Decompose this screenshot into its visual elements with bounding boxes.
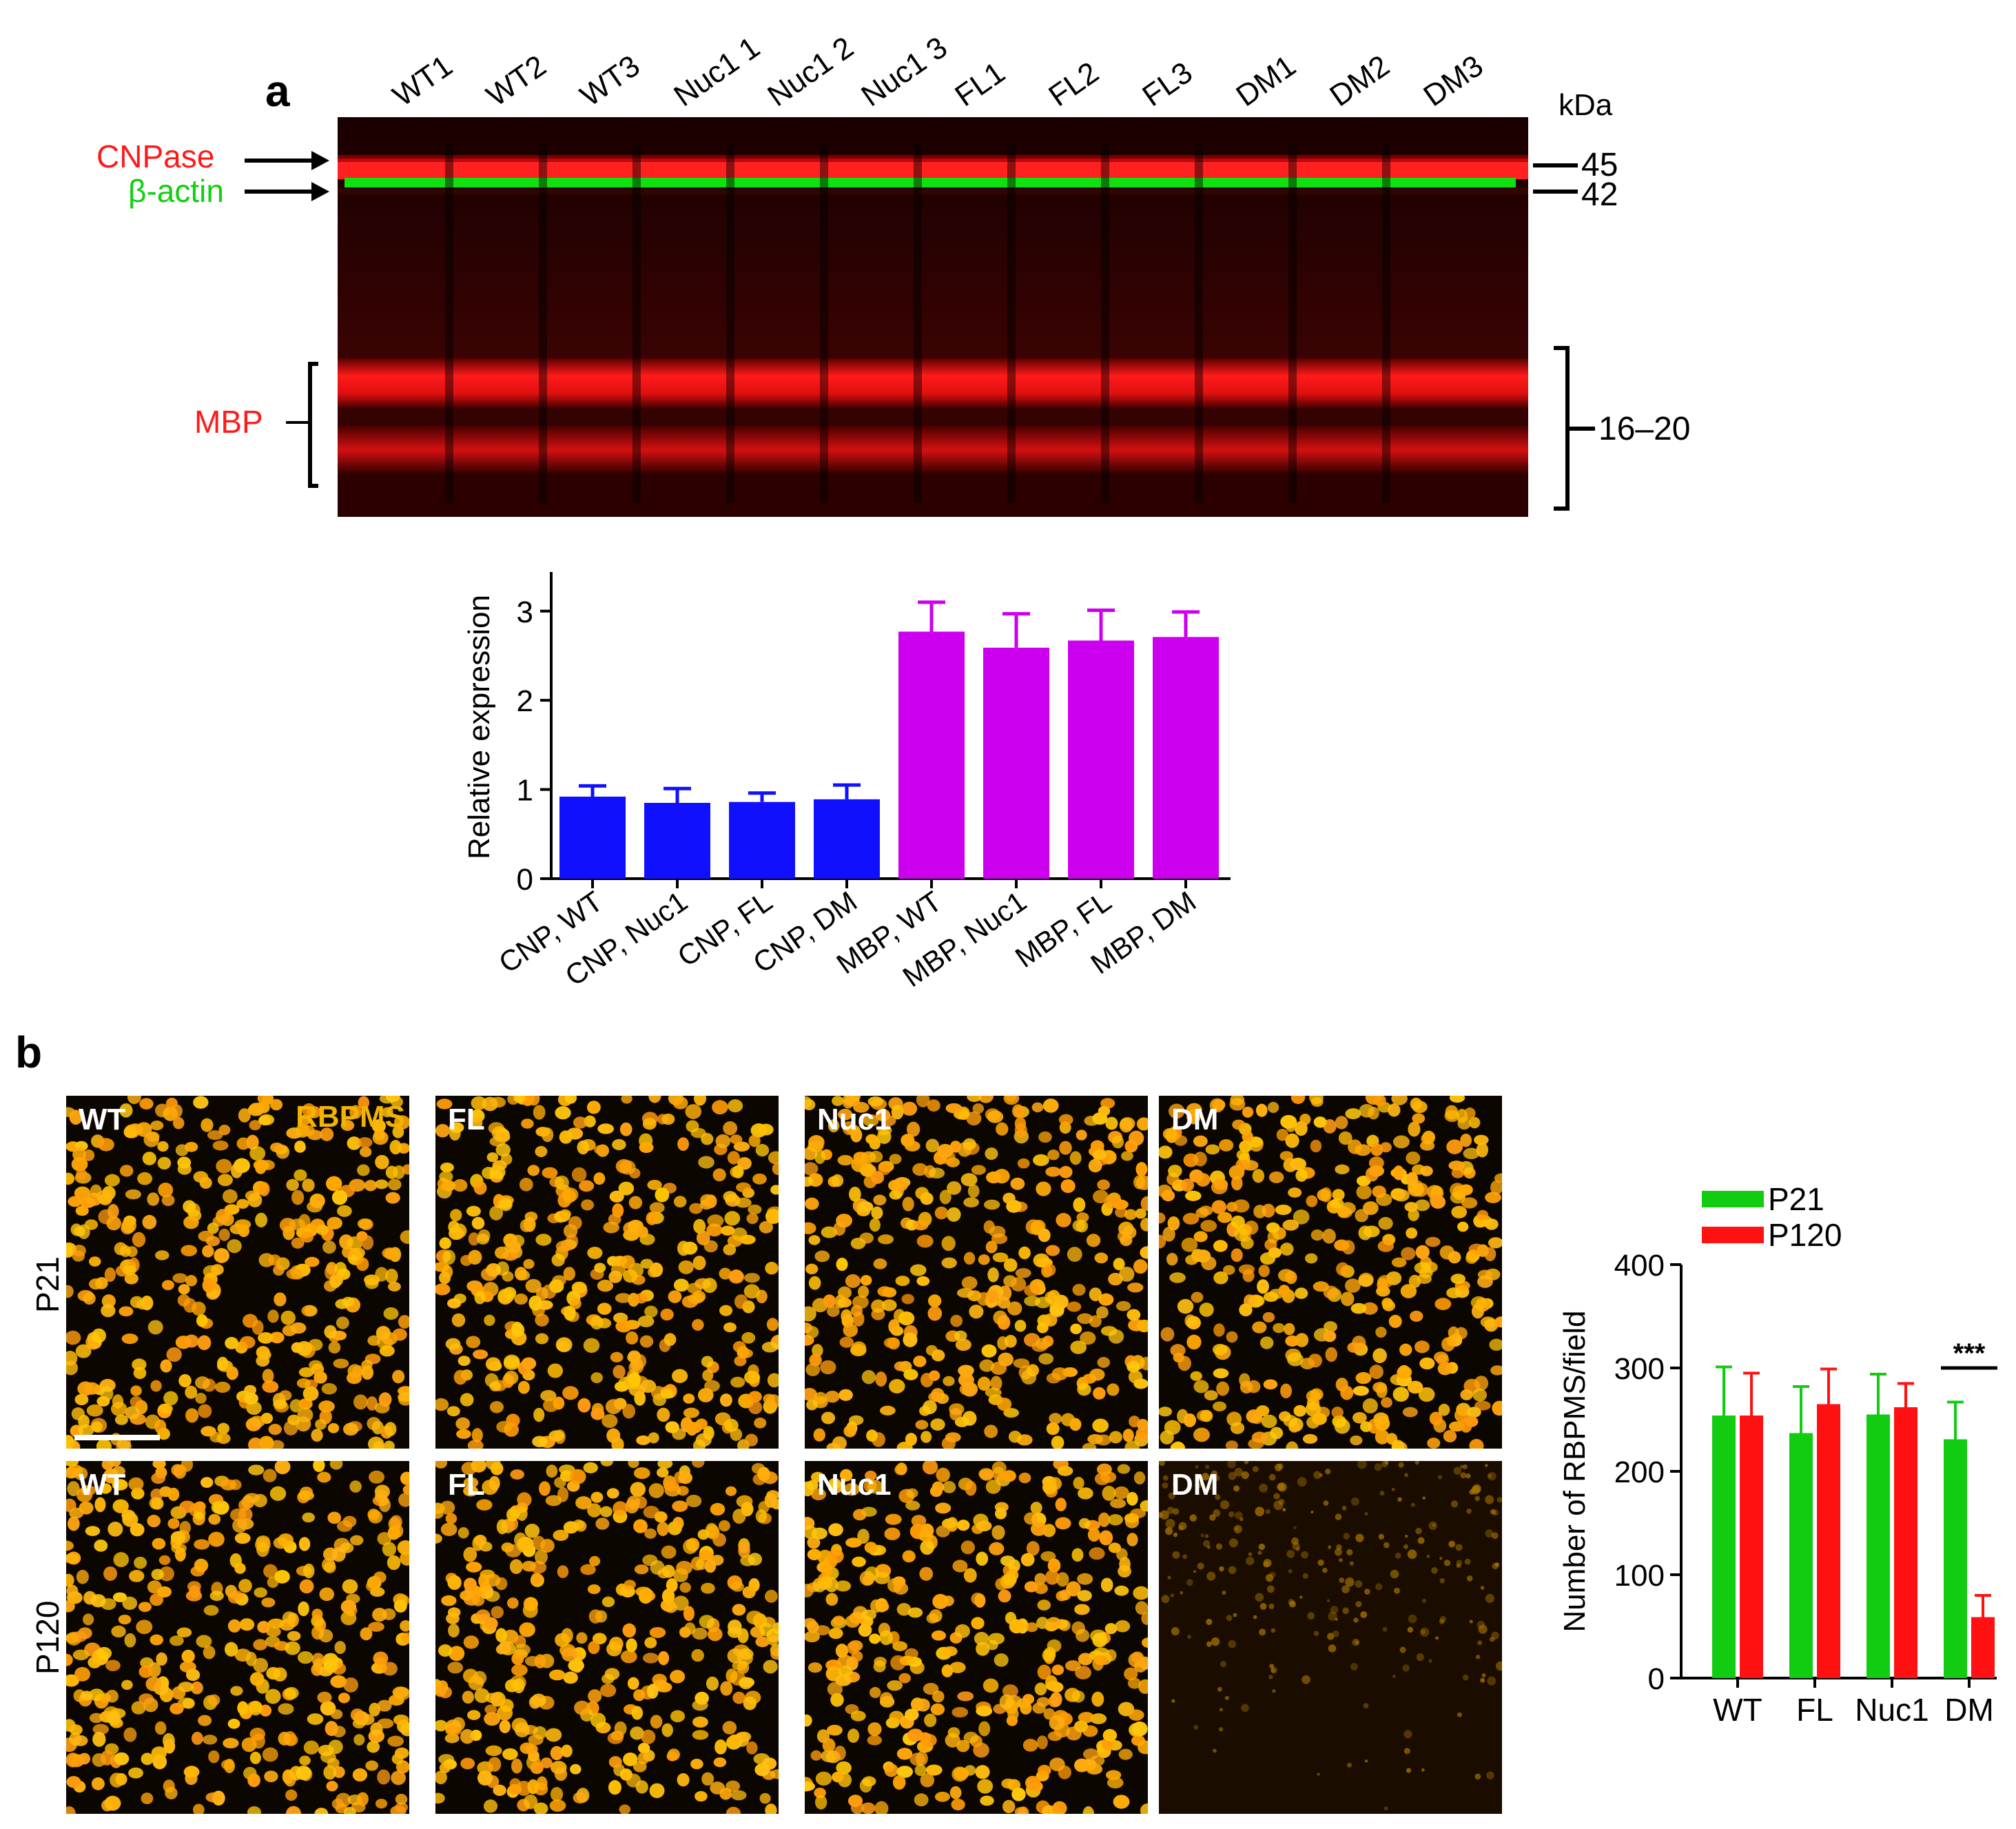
lane-gap [1288,145,1297,503]
cell-field [66,1096,409,1449]
bar [983,647,1049,879]
legend-label: P21 [1768,1181,1824,1217]
tile-label: WT [79,1468,126,1502]
scale-bar [74,1435,160,1440]
lane-gap [726,145,734,503]
x-tick-label: WT [1713,1692,1762,1728]
cell-field [66,1461,409,1814]
cell-field [805,1461,1148,1814]
tile-label: Nuc1 [817,1468,892,1502]
actin-label: β-actin [128,173,224,209]
legend-label: P120 [1768,1217,1842,1253]
bar [1944,1439,1967,1678]
bar [729,801,795,879]
lane-gap [914,145,922,503]
micrograph-nuc1-p120: Nuc1 [805,1461,1148,1814]
lane-gap [1382,145,1390,503]
tile-label: DM [1171,1468,1219,1502]
bar [1894,1407,1917,1678]
micrograph-dm-p21: DM [1159,1096,1502,1449]
rbpms-stain-label: RBPMS [296,1100,405,1134]
mbp-label: MBP [194,404,263,440]
mbp-left-bracket [308,362,318,488]
mbp-band-lower [338,426,1528,474]
cnpase-label: CNPase [96,139,215,174]
row-label-p21: P21 [30,1256,65,1313]
cell-field [1159,1461,1502,1814]
micrograph-nuc1-p21: Nuc1 [805,1096,1148,1449]
bar [1817,1404,1840,1678]
bar [1153,637,1219,879]
micrograph-fl-p21: FL [435,1096,779,1449]
micrograph-wt-p21: WT RBPMS [66,1096,409,1449]
lane-gap [1007,145,1016,503]
bar [814,799,880,879]
marker-45: 45 [1581,147,1618,183]
tile-label: FL [448,1103,485,1136]
x-tick-label: DM [1944,1692,1994,1728]
y-tick-label: 200 [1614,1455,1665,1489]
bar [1789,1433,1813,1678]
x-tick-label: Nuc1 [1855,1692,1928,1728]
rbpms-count-chart: 0 100 200 300 400 Number of RBPMS/field WT FL Nu… [1558,1181,1997,1728]
bar [644,803,710,879]
y-tick-label: 400 [1614,1249,1665,1283]
panel-a-letter: a [265,66,290,116]
mbp-right-bracket [1554,346,1570,511]
lane-gap [1195,145,1203,503]
bar [1866,1414,1890,1678]
kda-label: kDa [1559,88,1613,122]
marker-16-20: 16–20 [1598,411,1691,447]
y-axis-label: Number of RBPMS/field [1558,1310,1592,1632]
y-tick-label: 300 [1614,1352,1665,1386]
y-tick-label: 3 [517,595,533,629]
y-axis-label: Relative expression [462,595,496,859]
blot-annotations [245,151,1595,511]
actin-band [344,178,1516,187]
tile-label: FL [448,1468,485,1502]
tile-label: Nuc1 [817,1103,892,1136]
lane-gap [539,145,547,503]
mbp-band-upper [338,358,1528,408]
legend-swatch [1702,1227,1764,1243]
lane-gap [1101,145,1109,503]
western-blot [338,117,1528,517]
bar [559,796,626,879]
y-tick-label: 1 [517,774,533,808]
micrograph-dm-p120: DM [1159,1461,1502,1814]
lane-gap [445,145,453,503]
bar [1740,1416,1763,1678]
bar [1712,1416,1736,1678]
y-tick-label: 2 [517,684,533,718]
lane-gap [632,145,641,503]
marker-42: 42 [1581,176,1618,213]
cell-field [805,1096,1148,1449]
bar [1068,640,1134,879]
tile-label: WT [79,1103,126,1136]
legend-swatch [1702,1191,1764,1207]
micrograph-wt-p120: WT [66,1461,409,1814]
y-tick-label: 100 [1614,1559,1665,1593]
cell-field [1159,1096,1502,1449]
y-tick-label: 0 [1648,1662,1665,1696]
bar [898,631,965,879]
cell-field [435,1096,779,1449]
bar [1971,1617,1995,1678]
cell-field [435,1461,779,1814]
panel-b-letter: b [15,1028,43,1077]
row-label-p120: P120 [30,1600,65,1675]
lane-gap [820,145,828,503]
x-tick-label: FL [1796,1692,1833,1728]
tile-label: DM [1171,1103,1219,1136]
blot-image [338,117,1528,517]
micrograph-fl-p120: FL [435,1461,779,1814]
significance-label: *** [1953,1338,1986,1369]
y-tick-label: 0 [517,863,533,897]
